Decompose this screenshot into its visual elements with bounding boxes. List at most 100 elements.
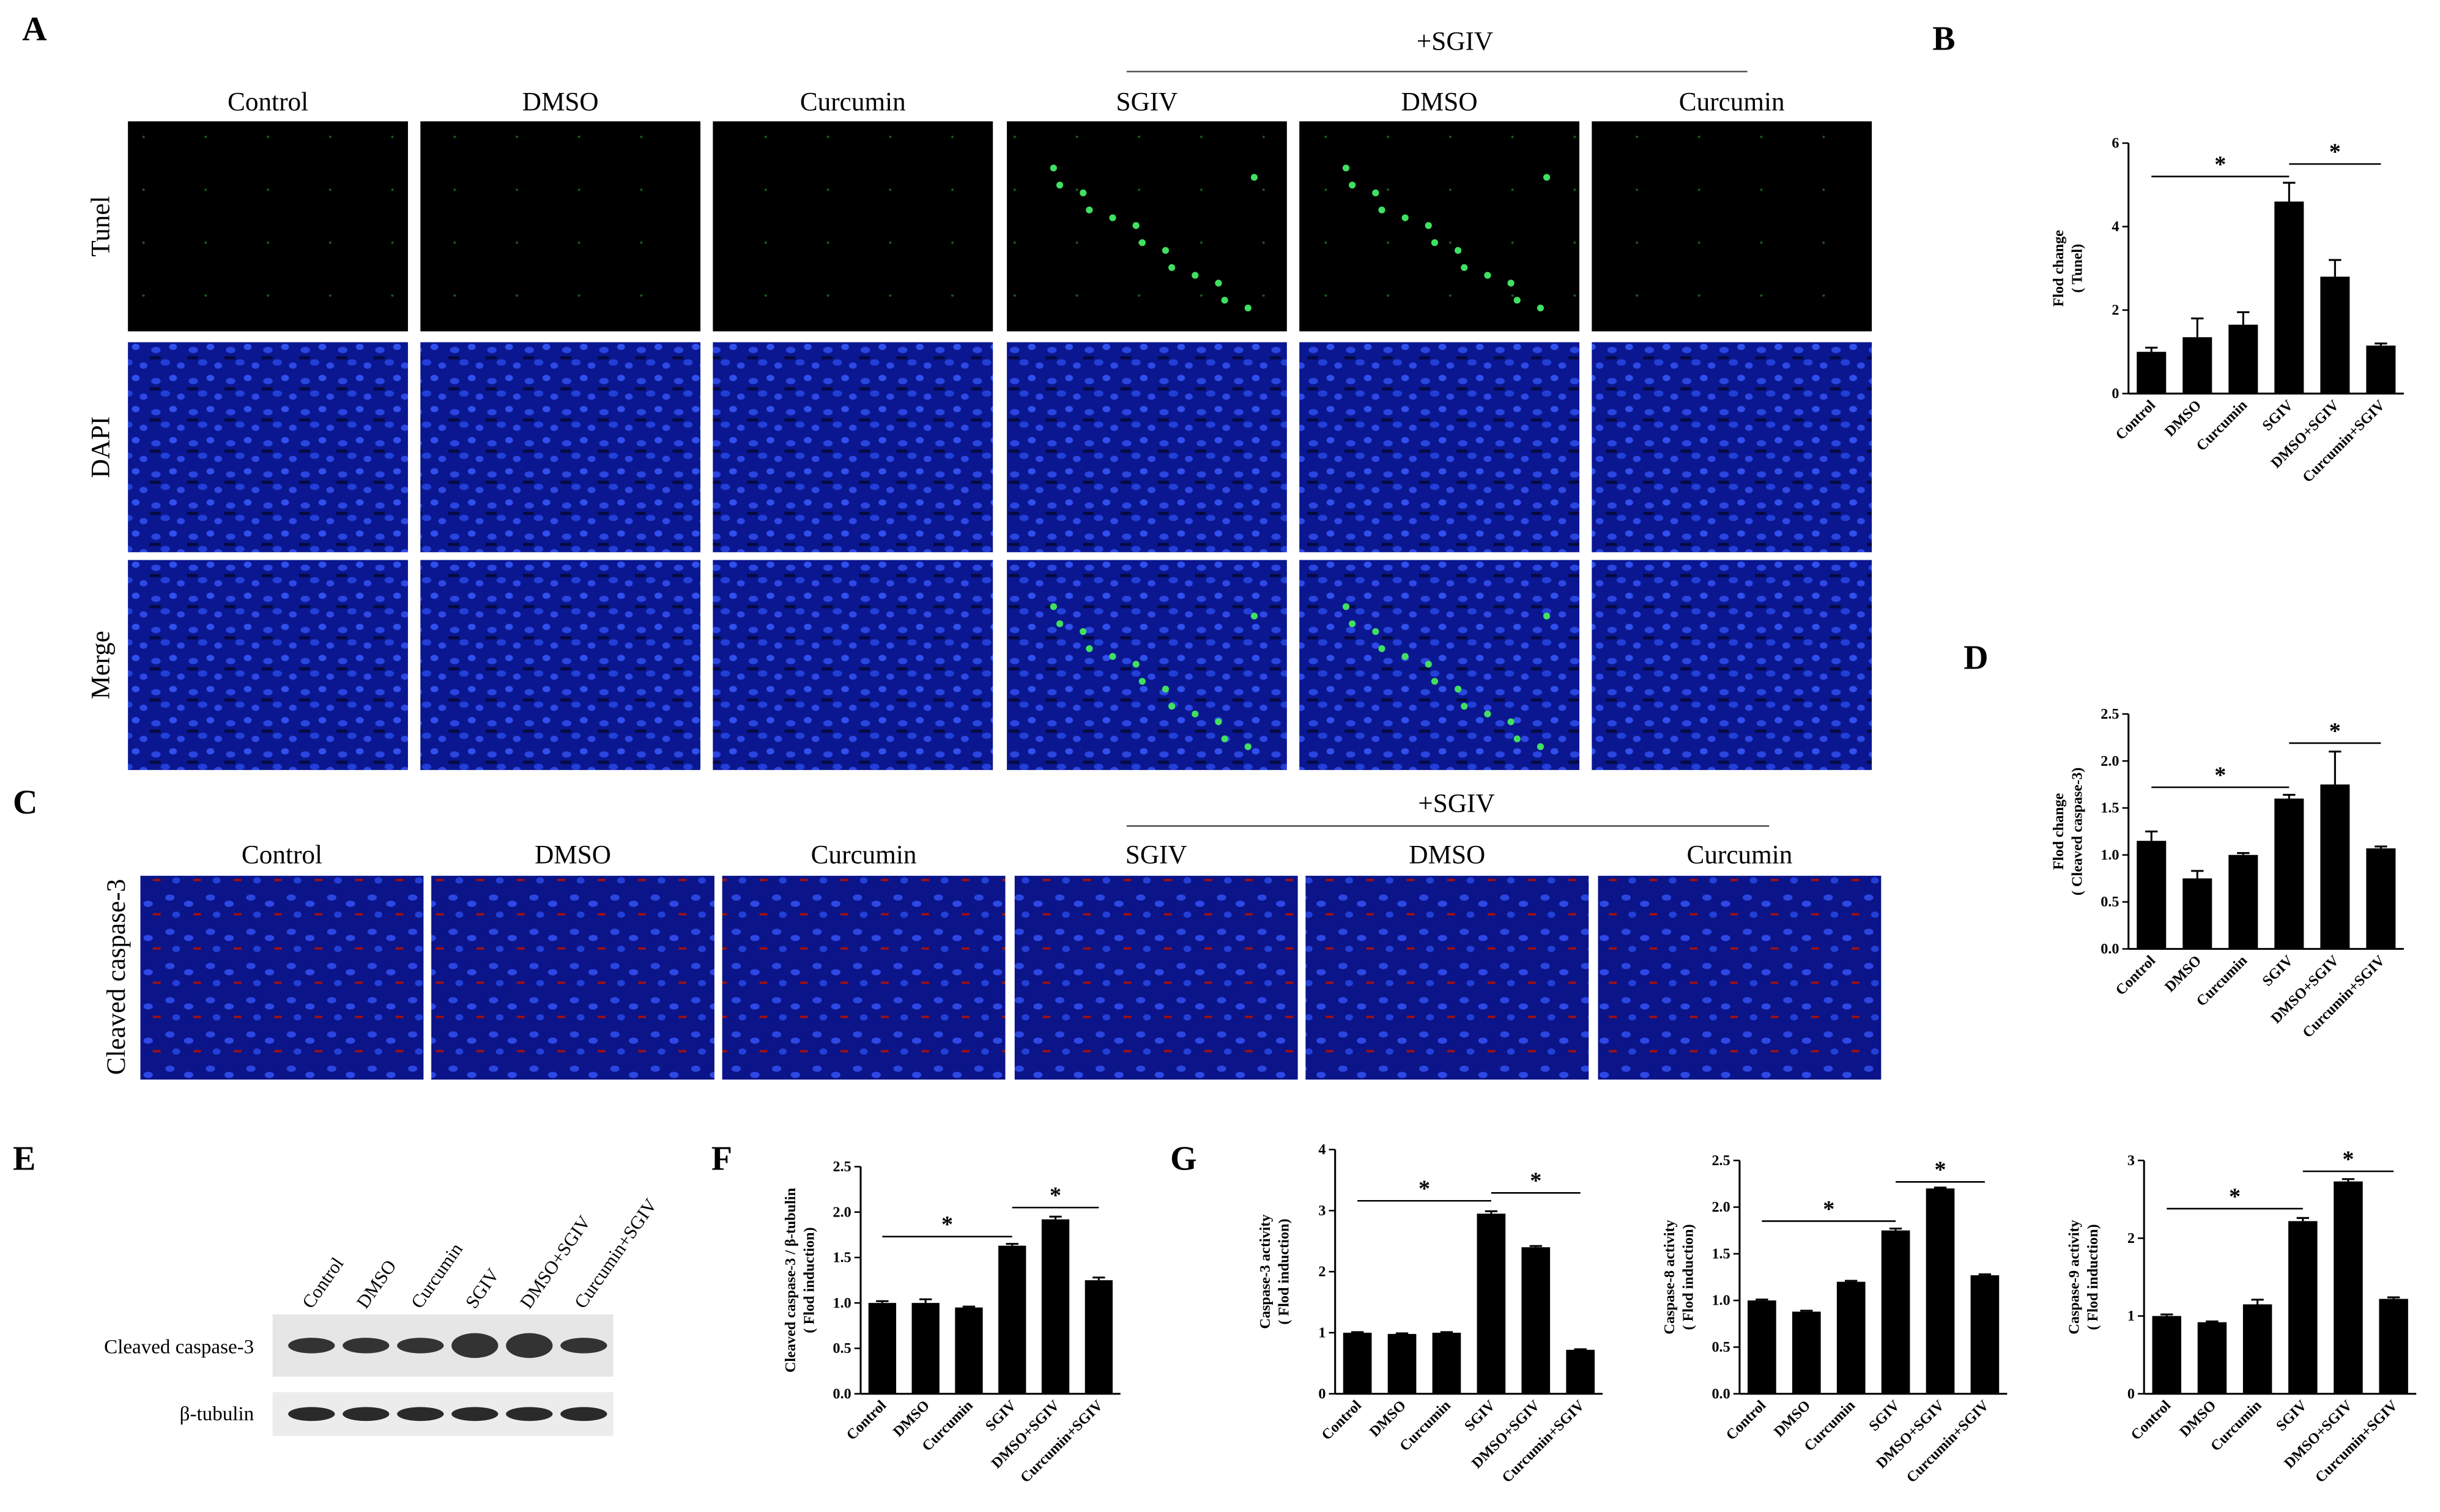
panel-letter: A <box>22 10 46 48</box>
row-label: Tunel <box>86 196 116 256</box>
error-bar <box>1395 1332 1409 1335</box>
fluorescent-spot <box>1431 239 1439 246</box>
micrograph <box>713 560 993 770</box>
y-tick-label: 1.0 <box>1711 1292 1730 1309</box>
y-tick-label: 0.5 <box>1711 1339 1730 1355</box>
fluorescent-spot <box>1050 603 1057 610</box>
micrograph <box>722 875 1006 1080</box>
bar <box>911 1303 940 1394</box>
error-bar <box>2145 830 2158 841</box>
bar <box>1085 1280 1113 1394</box>
fluorescent-spot <box>1349 182 1356 189</box>
fluorescent-spot <box>1342 603 1350 610</box>
bar <box>2366 345 2396 394</box>
column-label: DMSO <box>522 87 599 117</box>
micrograph <box>420 121 701 332</box>
bar <box>2197 1322 2227 1394</box>
y-tick-label: 1.5 <box>833 1250 851 1266</box>
error-bar <box>962 1305 976 1308</box>
bar <box>1970 1275 2000 1394</box>
fluorescent-spot <box>1056 620 1064 628</box>
y-tick-label: 2.5 <box>833 1158 851 1175</box>
row-label: DAPI <box>86 417 116 478</box>
band <box>397 1407 444 1421</box>
micrograph <box>140 875 424 1080</box>
fluorescent-spot <box>1378 206 1385 213</box>
fluorescent-spot <box>1537 743 1544 750</box>
error-bar <box>1800 1310 1813 1312</box>
error-bar <box>2191 317 2204 338</box>
fluorescent-spot <box>1349 620 1356 628</box>
y-tick-label: 0.5 <box>833 1340 851 1357</box>
bar <box>2137 840 2167 949</box>
bar <box>2366 848 2396 949</box>
bar <box>1041 1219 1070 1394</box>
bar <box>998 1245 1026 1394</box>
y-axis-label: ( Tunel) <box>2069 244 2085 293</box>
column-label: SGIV <box>1125 840 1187 869</box>
y-tick-label: 0.0 <box>2101 941 2119 957</box>
micrograph <box>420 342 701 552</box>
error-bar <box>2160 1313 2173 1316</box>
micrograph <box>1305 875 1589 1080</box>
fluorescent-spot <box>1484 710 1491 717</box>
error-bar <box>1978 1273 1992 1275</box>
y-tick-label: 2.0 <box>2101 753 2119 769</box>
significance-label: * <box>1823 1196 1834 1222</box>
fluorescent-spot <box>1221 297 1228 304</box>
bar <box>1566 1349 1595 1394</box>
y-tick-label: 2.5 <box>1711 1152 1730 1169</box>
fluorescent-spot <box>1168 703 1176 710</box>
fluorescent-spot <box>1192 272 1199 279</box>
group-label: +SGIV <box>1417 26 1493 56</box>
error-bar <box>2329 259 2342 277</box>
significance-label: * <box>1934 1157 1946 1183</box>
row-label: Merge <box>86 631 116 699</box>
column-label: Curcumin <box>800 87 906 117</box>
y-tick-label: 1.0 <box>2101 847 2119 863</box>
column-label: DMSO <box>1409 840 1485 869</box>
significance-label: * <box>2329 718 2341 744</box>
bar <box>2228 854 2258 949</box>
y-tick-label: 1.0 <box>833 1295 851 1311</box>
band <box>560 1338 607 1354</box>
micrograph <box>1592 560 1872 770</box>
micrograph <box>1014 875 1298 1080</box>
fluorescent-spot <box>1250 612 1258 620</box>
fluorescent-spot <box>1401 214 1409 221</box>
fluorescent-spot <box>1372 628 1379 636</box>
fluorescent-spot <box>1244 743 1252 750</box>
fluorescent-spot <box>1543 174 1551 181</box>
error-bar <box>2283 793 2296 799</box>
fluorescent-spot <box>1162 686 1170 693</box>
fluorescent-spot <box>1050 165 1057 172</box>
micrograph <box>128 342 408 552</box>
bar <box>2379 1299 2408 1394</box>
column-label: Control <box>242 840 322 869</box>
y-tick-label: 1.5 <box>1711 1245 1730 1262</box>
bar <box>2274 201 2304 394</box>
error-bar <box>2375 343 2387 346</box>
bar <box>1836 1281 1866 1394</box>
micrograph <box>1592 121 1872 332</box>
error-bar <box>2237 852 2250 855</box>
fluorescent-spot <box>1484 272 1491 279</box>
fluorescent-spot <box>1342 165 1350 172</box>
error-bar <box>1006 1243 1018 1246</box>
error-bar <box>1574 1348 1587 1351</box>
bar <box>1748 1300 1776 1394</box>
fluorescent-spot <box>1372 189 1379 196</box>
bar <box>868 1303 897 1394</box>
error-bar <box>2237 311 2250 325</box>
fluorescent-spot <box>1109 214 1116 221</box>
y-tick-label: 3 <box>2127 1152 2135 1169</box>
y-axis-label: Flod change <box>2050 230 2067 307</box>
bar <box>2182 337 2212 394</box>
fluorescent-spot <box>1168 264 1176 272</box>
bar <box>1343 1332 1372 1394</box>
panel-letter: E <box>13 1140 35 1177</box>
bar <box>2320 276 2350 394</box>
error-bar <box>2296 1217 2309 1221</box>
y-axis-label: Caspase-3 activity <box>1257 1214 1274 1329</box>
